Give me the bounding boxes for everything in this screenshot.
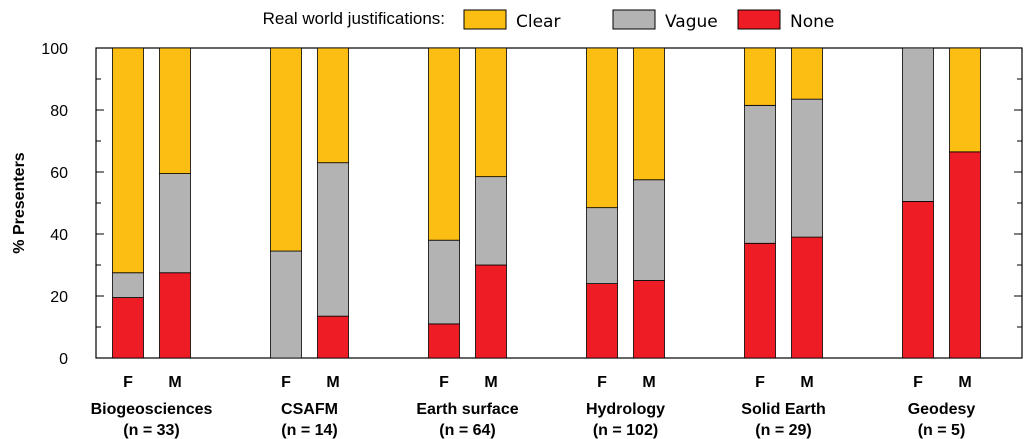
bar-label-f: F	[597, 374, 607, 391]
y-tick-label: 20	[50, 289, 68, 306]
bar-earth-surface-m-clear	[475, 47, 507, 178]
bar-hydrology-f-clear	[586, 47, 618, 209]
y-tick-label: 100	[41, 41, 68, 58]
group-n-biogeosciences: (n = 33)	[123, 422, 179, 439]
legend-label-none: None	[790, 12, 834, 32]
bar-solid-earth-m-vague	[791, 98, 823, 238]
bar-geodesy-m-none	[949, 151, 981, 359]
bar-geodesy-m-clear	[949, 47, 981, 153]
legend-swatch-none	[737, 9, 781, 30]
y-tick-label: 80	[50, 103, 68, 120]
bar-csafm-f-vague	[270, 250, 302, 359]
bar-solid-earth-f-none	[744, 242, 776, 359]
legend: Real world justifications: Clear Vague Non…	[263, 9, 835, 32]
group-n-earth-surface: (n = 64)	[439, 422, 495, 439]
bar-hydrology-f-vague	[586, 207, 618, 284]
y-tick-label: 40	[50, 227, 68, 244]
group-n-solid-earth: (n = 29)	[755, 422, 811, 439]
bar-earth-surface-f-vague	[428, 239, 460, 325]
bar-group-csafm: F M CSAFM (n = 14)	[270, 47, 349, 439]
y-tick-label: 60	[50, 165, 68, 182]
group-label-hydrology: Hydrology	[586, 401, 665, 418]
legend-label-vague: Vague	[665, 12, 718, 32]
bar-hydrology-m-none	[633, 280, 665, 359]
bar-biogeosciences-f-vague	[112, 272, 144, 298]
bar-solid-earth-m-none	[791, 236, 823, 359]
plot-frame	[95, 47, 1023, 359]
plot-area: 0 20 40 60 80 100 F M Biogeosciences (n = 33) F M CS…	[41, 41, 1023, 439]
bar-label-f: F	[123, 374, 133, 391]
bar-earth-surface-m-vague	[475, 176, 507, 266]
bar-label-f: F	[755, 374, 765, 391]
bar-label-f: F	[281, 374, 291, 391]
bar-earth-surface-m-none	[475, 264, 507, 359]
legend-title: Real world justifications:	[263, 9, 445, 28]
bar-earth-surface-f-clear	[428, 47, 460, 241]
group-n-hydrology: (n = 102)	[593, 422, 658, 439]
bar-hydrology-m-clear	[633, 47, 665, 181]
bar-hydrology-m-vague	[633, 179, 665, 281]
bar-label-m: M	[484, 374, 497, 391]
bar-label-f: F	[439, 374, 449, 391]
bar-label-m: M	[326, 374, 339, 391]
bar-csafm-m-vague	[317, 162, 349, 317]
legend-swatch-clear	[463, 9, 507, 30]
bar-label-m: M	[958, 374, 971, 391]
bar-group-earth-surface: F M Earth surface (n = 64)	[416, 47, 519, 439]
bar-biogeosciences-f-clear	[112, 47, 144, 274]
bar-csafm-m-none	[317, 315, 349, 359]
bar-earth-surface-f-none	[428, 323, 460, 359]
bar-solid-earth-f-vague	[744, 104, 776, 244]
group-label-biogeosciences: Biogeosciences	[91, 401, 213, 418]
y-tick-label: 0	[59, 351, 68, 368]
bar-label-f: F	[913, 374, 923, 391]
group-label-earth-surface: Earth surface	[416, 401, 518, 418]
bar-biogeosciences-m-clear	[159, 47, 191, 174]
bar-group-biogeosciences: F M Biogeosciences (n = 33)	[91, 47, 213, 439]
bar-solid-earth-f-clear	[744, 47, 776, 106]
bar-biogeosciences-m-none	[159, 272, 191, 359]
bar-solid-earth-m-clear	[791, 47, 823, 100]
group-label-csafm: CSAFM	[281, 401, 338, 418]
bar-hydrology-f-none	[586, 283, 618, 359]
legend-swatch-vague	[612, 9, 656, 30]
y-axis-label: % Presenters	[11, 152, 28, 253]
bar-csafm-f-clear	[270, 47, 302, 252]
bar-group-hydrology: F M Hydrology (n = 102)	[586, 47, 665, 439]
bar-label-m: M	[168, 374, 181, 391]
group-label-solid-earth: Solid Earth	[741, 401, 825, 418]
bar-label-m: M	[800, 374, 813, 391]
bar-csafm-m-clear	[317, 47, 349, 164]
bar-biogeosciences-m-vague	[159, 173, 191, 274]
legend-label-clear: Clear	[516, 12, 560, 32]
group-n-csafm: (n = 14)	[281, 422, 337, 439]
bar-biogeosciences-f-none	[112, 297, 144, 359]
bar-group-solid-earth: F M Solid Earth (n = 29)	[741, 47, 826, 439]
group-n-geodesy: (n = 5)	[918, 422, 966, 439]
bar-group-geodesy: F M Geodesy (n = 5)	[902, 47, 981, 439]
bar-geodesy-f-vague	[902, 47, 934, 202]
bar-label-m: M	[642, 374, 655, 391]
bar-geodesy-f-none	[902, 201, 934, 359]
group-label-geodesy: Geodesy	[908, 401, 976, 418]
